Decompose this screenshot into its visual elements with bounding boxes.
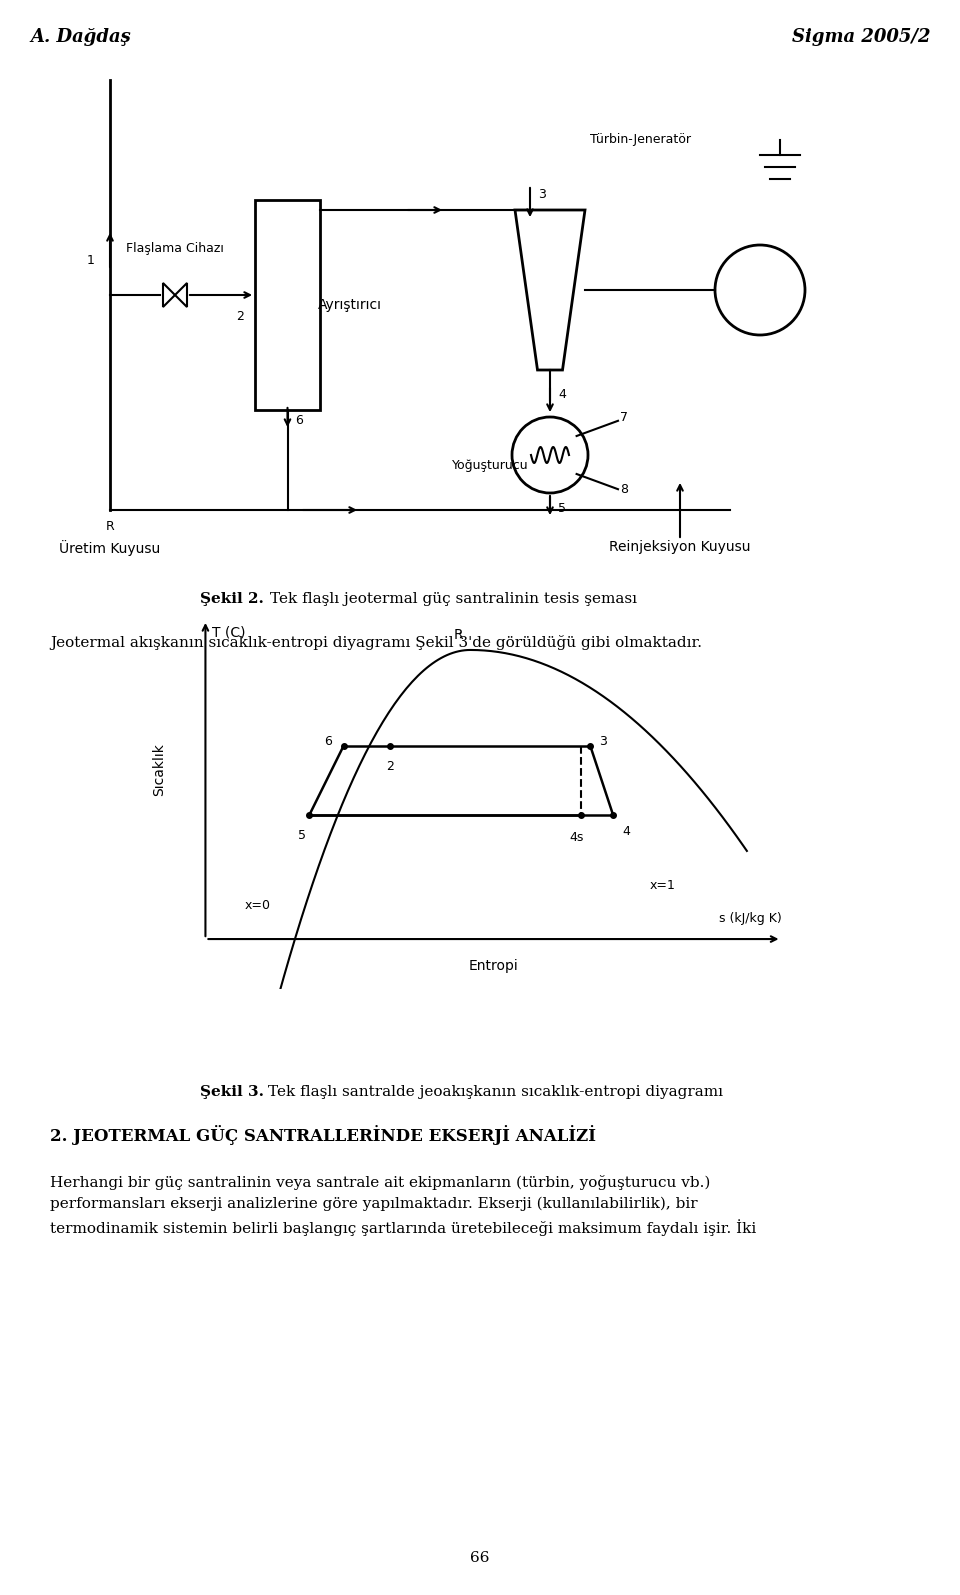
Polygon shape bbox=[175, 282, 187, 306]
Text: Şekil 2.: Şekil 2. bbox=[200, 592, 264, 606]
Text: Flaşlama Cihazı: Flaşlama Cihazı bbox=[126, 242, 224, 255]
Text: 5: 5 bbox=[558, 501, 566, 515]
Text: Reinjeksiyon Kuyusu: Reinjeksiyon Kuyusu bbox=[610, 541, 751, 553]
Text: 66: 66 bbox=[470, 1550, 490, 1565]
Text: A. Dağdaş: A. Dağdaş bbox=[30, 29, 131, 46]
Text: x=0: x=0 bbox=[245, 898, 271, 912]
Text: R: R bbox=[454, 628, 464, 641]
Text: 6: 6 bbox=[324, 735, 332, 748]
Text: 2: 2 bbox=[236, 309, 244, 324]
Text: 6: 6 bbox=[296, 413, 303, 426]
Text: Herhangi bir güç santralinin veya santrale ait ekipmanların (türbin, yoğuşturucu: Herhangi bir güç santralinin veya santra… bbox=[50, 1176, 710, 1190]
Text: Ayrıştırıcı: Ayrıştırıcı bbox=[318, 298, 381, 313]
Text: 3: 3 bbox=[538, 188, 546, 201]
Text: s (kJ/kg K): s (kJ/kg K) bbox=[719, 912, 781, 925]
Text: T (C): T (C) bbox=[212, 625, 246, 640]
Text: 3: 3 bbox=[599, 735, 608, 748]
Text: Üretim Kuyusu: Üretim Kuyusu bbox=[60, 541, 160, 557]
Text: Yoğuşturucu: Yoğuşturucu bbox=[452, 458, 529, 472]
Text: 2: 2 bbox=[386, 759, 394, 772]
Text: 4: 4 bbox=[622, 826, 631, 839]
Text: 1: 1 bbox=[87, 254, 95, 266]
Text: termodinamik sistemin belirli başlangıç şartlarında üretebileceği maksimum fayda: termodinamik sistemin belirli başlangıç … bbox=[50, 1219, 756, 1236]
Text: R: R bbox=[106, 520, 114, 533]
Text: Şekil 3.: Şekil 3. bbox=[200, 1085, 264, 1099]
Polygon shape bbox=[163, 282, 175, 306]
Text: 2. JEOTERMAL GÜÇ SANTRALLERİNDE EKSERJİ ANALİZİ: 2. JEOTERMAL GÜÇ SANTRALLERİNDE EKSERJİ … bbox=[50, 1124, 596, 1145]
Text: 4: 4 bbox=[558, 389, 565, 402]
Text: performansları ekserji analizlerine göre yapılmaktadır. Ekserji (kullanılabilirl: performansları ekserji analizlerine göre… bbox=[50, 1196, 698, 1211]
Text: 7: 7 bbox=[620, 412, 628, 424]
Text: Tek flaşlı santralde jeoakışkanın sıcaklık-entropi diyagramı: Tek flaşlı santralde jeoakışkanın sıcakl… bbox=[268, 1085, 723, 1099]
Text: x=1: x=1 bbox=[650, 879, 676, 892]
Text: Türbin-Jeneratör: Türbin-Jeneratör bbox=[590, 134, 691, 147]
Text: 5: 5 bbox=[299, 829, 306, 842]
Bar bbox=[255, 199, 320, 410]
Text: Tek flaşlı jeotermal güç santralinin tesis şeması: Tek flaşlı jeotermal güç santralinin tes… bbox=[270, 592, 637, 606]
Text: Sigma 2005/2: Sigma 2005/2 bbox=[791, 29, 930, 46]
Text: 8: 8 bbox=[620, 483, 628, 496]
Text: Sıcaklık: Sıcaklık bbox=[153, 743, 166, 796]
Text: Entropi: Entropi bbox=[468, 959, 518, 973]
Text: Jeotermal akışkanın sıcaklık-entropi diyagramı Şekil 3'de görüldüğü gibi olmakta: Jeotermal akışkanın sıcaklık-entropi diy… bbox=[50, 635, 702, 651]
Text: 4s: 4s bbox=[569, 831, 584, 844]
